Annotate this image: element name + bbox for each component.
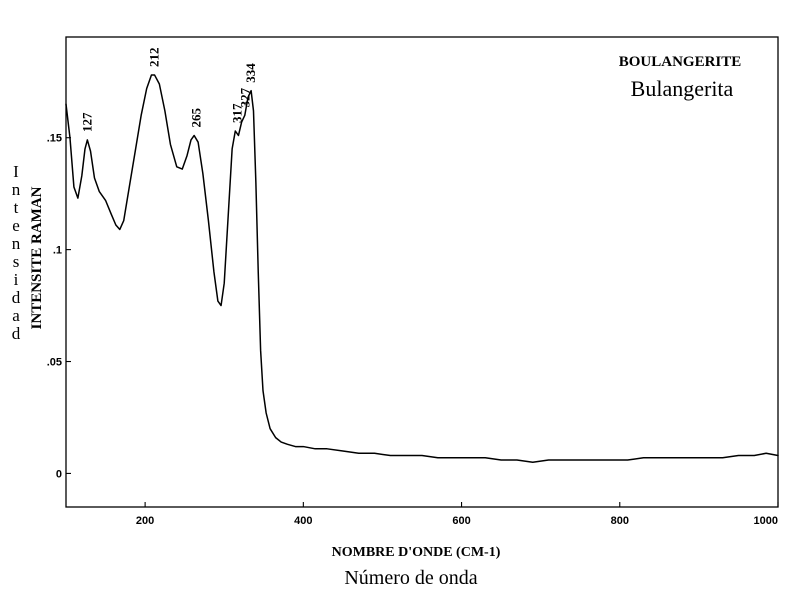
y-tick-label: .15 [47, 133, 62, 145]
x-tick-label: 400 [294, 515, 312, 527]
axis-ticks: 200 400 600 800 1000 0 .05 .1 .15 [47, 133, 779, 527]
chart-title: BOULANGERITE [619, 54, 742, 70]
peak-label-212: 212 [147, 48, 162, 68]
spectrum-line [65, 74, 779, 463]
y-axis-label-secondary-letter: n [12, 180, 21, 199]
y-axis-label-secondary-letter: d [12, 324, 21, 343]
y-axis-label-secondary-letter: n [12, 234, 21, 253]
peak-label-334: 334 [243, 63, 258, 83]
y-tick-label: .05 [47, 357, 62, 369]
chart-subtitle: Bulangerita [631, 76, 734, 101]
y-axis-label-secondary-letter: a [12, 306, 20, 325]
x-tick-label: 200 [136, 515, 154, 527]
spectrum-series [65, 74, 779, 463]
x-axis-label-secondary: Número de onda [344, 567, 477, 589]
y-axis-label-secondary-letter: t [14, 198, 19, 217]
y-tick-label: .1 [53, 245, 62, 257]
y-axis-label-secondary-letter: s [13, 252, 20, 271]
y-axis-label: INTENSITE RAMAN [29, 186, 45, 329]
y-axis-label-secondary-letter: d [12, 288, 21, 307]
peak-label-317: 317 [230, 103, 245, 123]
y-tick-label: 0 [56, 468, 62, 480]
x-tick-label: 1000 [754, 515, 778, 527]
peak-label-127: 127 [79, 112, 94, 132]
peak-label-327: 327 [238, 87, 253, 107]
plot-frame [65, 36, 779, 508]
y-axis-label-secondary-letter: i [14, 270, 19, 289]
x-axis-label: NOMBRE D'ONDE (CM-1) [332, 545, 501, 560]
y-axis-label-secondary-letter: e [12, 216, 20, 235]
y-axis-label-secondary-letter: I [13, 162, 19, 181]
x-tick-label: 800 [611, 515, 629, 527]
peak-label-265: 265 [189, 107, 204, 127]
x-tick-label: 600 [452, 515, 470, 527]
